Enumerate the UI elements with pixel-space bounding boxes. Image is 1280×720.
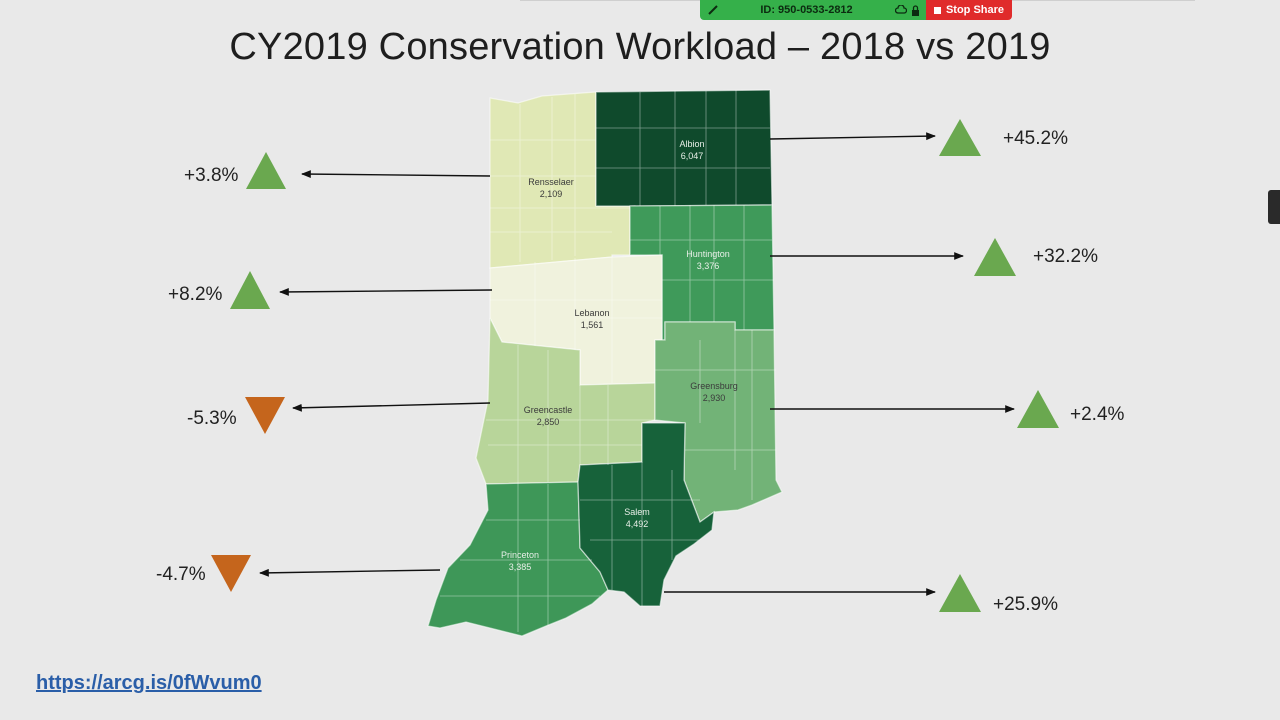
change-label-greensburg: +2.4% [1070, 404, 1125, 425]
change-label-albion: +45.2% [1003, 128, 1068, 149]
region-value-huntington: 3,376 [697, 261, 720, 271]
callout-arrows [259, 132, 1015, 596]
arrow-greencastle [292, 402, 491, 412]
region-label-greensburg: Greensburg [690, 381, 738, 391]
region-label-albion: Albion [679, 139, 704, 149]
triangle-down-icon [245, 397, 285, 434]
meeting-share-bar: ID: 950-0533-2812 Stop Share [700, 0, 1012, 20]
map-link[interactable]: https://arcg.is/0fWvum0 [36, 672, 262, 694]
triangle-up-icon [974, 238, 1016, 276]
triangle-up-icon [939, 574, 981, 612]
change-label-lebanon: +8.2% [168, 284, 223, 305]
triangle-down-icon [211, 555, 251, 592]
region-labels: Rensselaer 2,109 Albion 6,047 Huntington… [501, 139, 738, 572]
stop-share-button[interactable]: Stop Share [926, 0, 1012, 20]
arrow-princeton [259, 568, 441, 577]
arrow-albion [769, 132, 936, 141]
change-label-rensselaer: +3.8% [184, 165, 239, 186]
region-value-rensselaer: 2,109 [540, 189, 563, 199]
region-salem[interactable] [577, 422, 715, 607]
change-indicators [211, 119, 1059, 612]
triangle-up-icon [1017, 390, 1059, 428]
region-value-salem: 4,492 [626, 519, 649, 529]
signal-icon [708, 5, 718, 15]
change-label-greencastle: -5.3% [187, 408, 237, 429]
cloud-icon [895, 4, 907, 14]
change-label-huntington: +32.2% [1033, 246, 1098, 267]
region-label-lebanon: Lebanon [574, 308, 609, 318]
region-label-princeton: Princeton [501, 550, 539, 560]
region-label-rensselaer: Rensselaer [528, 177, 574, 187]
region-label-salem: Salem [624, 507, 650, 517]
change-label-salem: +25.9% [993, 594, 1058, 615]
meeting-id: ID: 950-0533-2812 [760, 4, 853, 16]
arrow-lebanon [279, 287, 493, 296]
county-lines [440, 90, 776, 632]
meeting-id-pill[interactable]: ID: 950-0533-2812 [700, 0, 926, 20]
region-value-greencastle: 2,850 [537, 417, 560, 427]
region-value-princeton: 3,385 [509, 562, 532, 572]
region-value-lebanon: 1,561 [581, 320, 604, 330]
lock-icon [912, 4, 919, 16]
arrow-rensselaer [301, 170, 491, 179]
triangle-up-icon [939, 119, 981, 156]
region-greensburg[interactable] [654, 321, 783, 524]
region-label-huntington: Huntington [686, 249, 730, 259]
stop-share-label: Stop Share [945, 4, 1005, 16]
slide-title: CY2019 Conservation Workload – 2018 vs 2… [229, 26, 1051, 68]
stop-icon [933, 6, 941, 14]
region-value-greensburg: 2,930 [703, 393, 726, 403]
region-value-albion: 6,047 [681, 151, 704, 161]
region-label-greencastle: Greencastle [524, 405, 573, 415]
triangle-up-icon [230, 271, 270, 309]
side-panel-handle[interactable] [1268, 190, 1280, 224]
triangle-up-icon [246, 152, 286, 189]
change-label-princeton: -4.7% [156, 564, 206, 585]
